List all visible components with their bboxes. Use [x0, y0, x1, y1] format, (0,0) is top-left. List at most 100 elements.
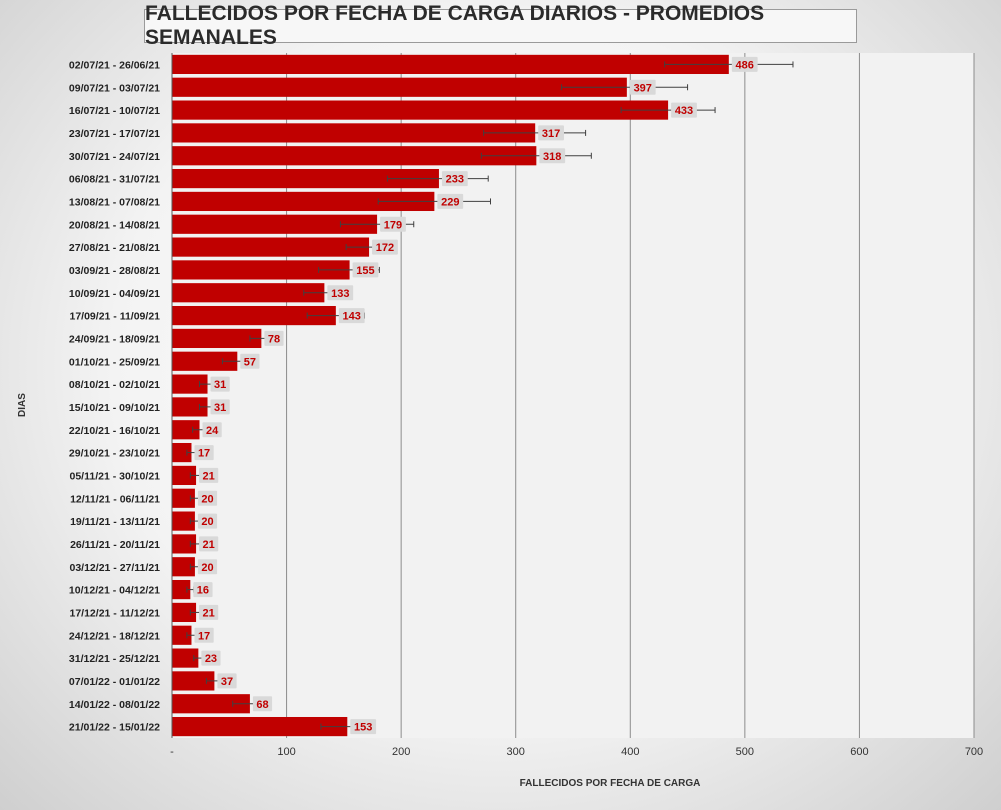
data-label-bg	[193, 582, 213, 598]
bar	[172, 694, 250, 714]
data-label-bg	[264, 330, 284, 346]
x-tick-label: 600	[850, 746, 868, 758]
y-axis-title: DIAS	[17, 393, 28, 417]
bar	[172, 305, 336, 326]
bar	[172, 716, 348, 737]
data-label: 153	[354, 722, 372, 734]
bar	[172, 442, 192, 463]
category-labels: 02/07/21 - 26/06/21 09/07/21 - 03/07/21 16…	[69, 59, 160, 733]
data-label: 133	[331, 288, 349, 300]
category-label: 19/11/21 - 13/11/21	[70, 516, 160, 528]
x-tick-label: 200	[392, 746, 410, 758]
bar	[172, 374, 208, 394]
data-label-bg	[731, 56, 758, 72]
data-label-bg	[199, 467, 219, 483]
category-label: 15/10/21 - 09/10/21	[69, 402, 160, 414]
category-label: 08/10/21 - 02/10/21	[69, 379, 160, 391]
category-label: 31/12/21 - 25/12/21	[69, 653, 160, 665]
data-label-bg	[629, 79, 656, 95]
data-label-bg	[539, 148, 566, 164]
x-tick-label: 500	[736, 746, 754, 758]
data-label-bg	[327, 285, 354, 301]
bar	[172, 579, 191, 600]
data-label: 397	[634, 82, 652, 94]
data-label: 31	[214, 379, 226, 391]
data-label-bg	[240, 353, 260, 369]
bar	[172, 602, 197, 623]
data-label-bg	[201, 650, 221, 666]
data-label-bg	[194, 627, 214, 643]
data-label-bg	[217, 673, 237, 689]
plot-area	[172, 53, 974, 738]
bar	[172, 465, 197, 486]
category-label: 02/07/21 - 26/06/21	[69, 59, 160, 71]
data-label-bg	[194, 445, 214, 461]
bar	[172, 557, 195, 577]
data-label-bg	[338, 308, 365, 324]
category-label: 21/01/22 - 15/01/22	[69, 722, 160, 734]
data-label: 229	[441, 196, 459, 208]
data-label-bg	[380, 216, 406, 232]
category-label: 24/12/21 - 18/12/21	[69, 630, 160, 642]
data-label: 172	[376, 242, 394, 254]
data-label: 20	[201, 516, 213, 528]
category-label: 03/12/21 - 27/11/21	[70, 562, 161, 574]
data-label-bg	[372, 239, 398, 255]
data-label-bg	[197, 490, 218, 506]
category-label: 07/01/22 - 01/01/22	[69, 676, 160, 688]
x-tick-label: 100	[277, 746, 295, 758]
data-label: 68	[256, 699, 268, 711]
data-label: 17	[198, 448, 210, 460]
data-label: 24	[206, 425, 219, 437]
bar	[172, 671, 215, 691]
category-label: 14/01/22 - 08/01/22	[69, 699, 160, 711]
bar	[172, 420, 200, 440]
data-label: 233	[446, 174, 464, 186]
category-label: 24/09/21 - 18/09/21	[69, 333, 160, 345]
data-label: 78	[268, 333, 280, 345]
data-label-bg	[437, 193, 464, 209]
category-label: 20/08/21 - 14/08/21	[69, 219, 160, 231]
data-label: 20	[201, 493, 213, 505]
bar	[172, 123, 536, 143]
bar	[172, 260, 350, 280]
x-tick-label: 700	[965, 746, 983, 758]
data-label: 16	[197, 585, 209, 597]
data-label: 318	[543, 151, 561, 163]
data-label-bg	[197, 559, 218, 575]
data-label: 31	[214, 402, 226, 414]
category-label: 10/09/21 - 04/09/21	[69, 288, 160, 300]
data-label: 155	[356, 265, 374, 277]
category-label: 09/07/21 - 03/07/21	[69, 82, 160, 94]
bar	[172, 237, 370, 257]
data-label-bg	[671, 102, 697, 118]
category-label: 03/09/21 - 28/08/21	[69, 265, 160, 277]
data-label: 433	[675, 105, 693, 117]
x-tick-labels: - 100 200 300 400 500 600 700	[170, 746, 983, 758]
data-label-bg	[210, 376, 230, 392]
category-label: 27/08/21 - 21/08/21	[69, 242, 160, 254]
bar	[172, 648, 199, 668]
bar	[172, 146, 537, 166]
bar	[172, 397, 208, 417]
bar	[172, 54, 729, 75]
data-label: 37	[221, 676, 233, 688]
bar	[172, 100, 669, 120]
x-tick-label: 300	[507, 746, 525, 758]
data-label: 20	[201, 562, 213, 574]
category-label: 10/12/21 - 04/12/21	[69, 585, 160, 597]
category-label: 17/09/21 - 11/09/21	[70, 311, 161, 323]
category-label: 23/07/21 - 17/07/21	[69, 128, 160, 140]
bar	[172, 511, 195, 531]
category-label: 17/12/21 - 11/12/21	[70, 607, 161, 619]
data-label: 21	[203, 470, 215, 482]
category-label: 01/10/21 - 25/09/21	[69, 356, 160, 368]
category-label: 13/08/21 - 07/08/21	[69, 196, 160, 208]
data-label-bg	[210, 399, 230, 415]
data-label: 21	[203, 539, 215, 551]
x-tick-label: -	[170, 746, 174, 758]
data-label-bg	[199, 604, 219, 620]
